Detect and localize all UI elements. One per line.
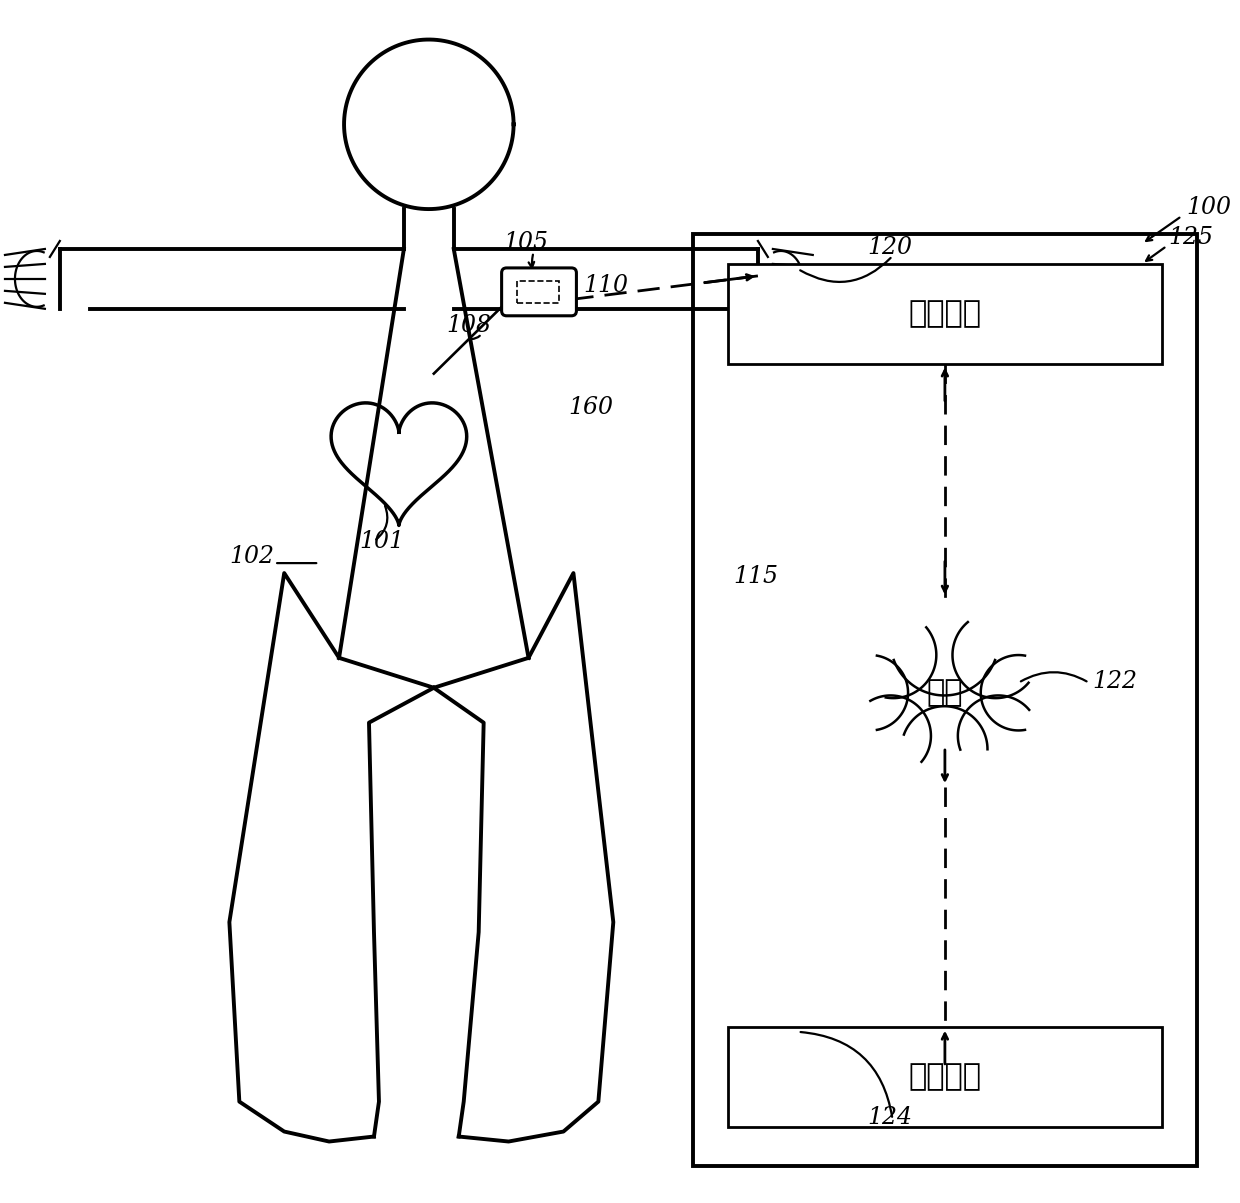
Text: 108: 108 <box>446 314 492 337</box>
Text: 100: 100 <box>1187 196 1231 219</box>
Text: 网络: 网络 <box>926 678 962 707</box>
Text: 105: 105 <box>503 231 548 254</box>
Bar <box>728 263 1162 363</box>
Text: 115: 115 <box>733 565 777 588</box>
Text: 160: 160 <box>568 396 614 419</box>
Text: 远程装置: 远程装置 <box>909 1062 981 1091</box>
Text: 122: 122 <box>1092 670 1137 693</box>
Bar <box>693 235 1197 1167</box>
Text: 120: 120 <box>868 236 913 259</box>
Text: 102: 102 <box>229 545 274 568</box>
Text: 101: 101 <box>360 531 404 553</box>
Bar <box>728 1027 1162 1126</box>
Text: 110: 110 <box>583 274 629 297</box>
Bar <box>517 280 559 303</box>
Text: 外部装置: 外部装置 <box>909 300 981 328</box>
Text: 125: 125 <box>1169 226 1214 249</box>
FancyBboxPatch shape <box>502 268 577 315</box>
Text: 124: 124 <box>868 1106 913 1128</box>
